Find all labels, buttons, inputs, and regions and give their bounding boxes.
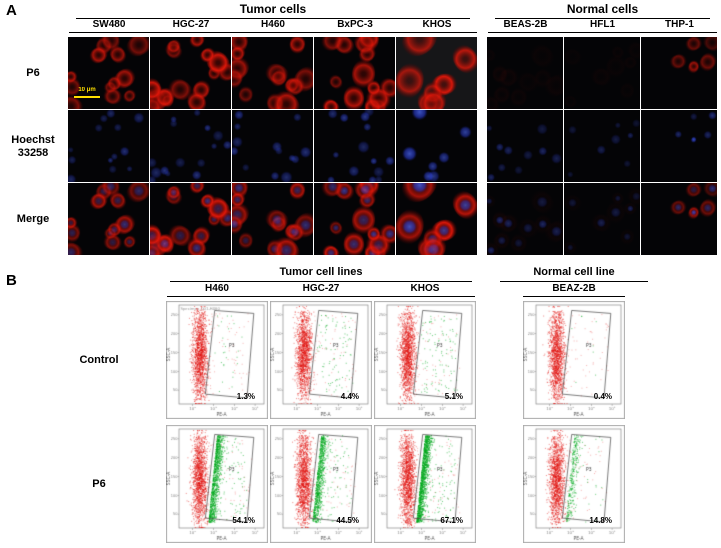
panel-a-group-title-1: Normal cells bbox=[495, 2, 710, 19]
micro-image-hoechst-beas-2b bbox=[487, 110, 563, 182]
gate-percentage: 4.4% bbox=[340, 392, 359, 401]
gate-percentage: 44.5% bbox=[336, 516, 359, 525]
micro-image-merge-thp-1 bbox=[641, 183, 717, 255]
gate-percentage: 14.8% bbox=[589, 516, 612, 525]
column-header-khos: KHOS bbox=[422, 19, 452, 30]
panel-a-label: A bbox=[6, 2, 17, 19]
flow-scatter-control-h460 bbox=[166, 301, 268, 419]
micro-image-merge-khos bbox=[396, 183, 477, 255]
micro-image-p6-beas-2b bbox=[487, 37, 563, 109]
micro-image-p6-hfl1 bbox=[564, 37, 640, 109]
panel-a-header-underline-0 bbox=[69, 32, 477, 33]
column-header-sw480: SW480 bbox=[92, 19, 126, 30]
row-label-merge: Merge bbox=[16, 213, 50, 226]
gate-percentage: 5.1% bbox=[444, 392, 463, 401]
column-header-h460: H460 bbox=[261, 19, 285, 30]
flow-column-header-hgc-27: HGC-27 bbox=[302, 283, 340, 294]
flow-column-header-h460: H460 bbox=[205, 283, 229, 294]
flow-scatter-p6-h460 bbox=[166, 425, 268, 543]
micro-image-hoechst-hgc-27 bbox=[150, 110, 231, 182]
gate-percentage: 1.3% bbox=[236, 392, 255, 401]
gate-percentage: 0.4% bbox=[593, 392, 612, 401]
column-header-hgc-27: HGC-27 bbox=[172, 19, 210, 30]
micro-image-merge-h460 bbox=[232, 183, 313, 255]
flow-tumor-underline bbox=[167, 296, 475, 297]
panel-b-label: B bbox=[6, 272, 17, 289]
column-header-beas-2b: BEAS-2B bbox=[503, 19, 548, 30]
flow-plot-p6-hgc-27: 44.5% bbox=[270, 425, 372, 543]
flow-plot-control-khos: 5.1% bbox=[374, 301, 476, 419]
flow-scatter-p6-hgc-27 bbox=[270, 425, 372, 543]
micro-image-p6-khos bbox=[396, 37, 477, 109]
panel-b-group-title-tumor: Tumor cell lines bbox=[170, 266, 472, 282]
micro-image-hoechst-hfl1 bbox=[564, 110, 640, 182]
micro-image-merge-sw480 bbox=[68, 183, 149, 255]
flow-scatter-control-hgc-27 bbox=[270, 301, 372, 419]
flow-row-label-control: Control bbox=[79, 353, 119, 366]
column-header-hfl1: HFL1 bbox=[590, 19, 615, 30]
row-label-hoechst: Hoechst 33258 bbox=[11, 133, 55, 159]
flow-scatter-p6-beaz-2b bbox=[523, 425, 625, 543]
micro-image-hoechst-bxpc-3 bbox=[314, 110, 395, 182]
flow-scatter-control-beaz-2b bbox=[523, 301, 625, 419]
flow-scatter-control-khos bbox=[374, 301, 476, 419]
gate-percentage: 54.1% bbox=[232, 516, 255, 525]
micro-image-merge-bxpc-3 bbox=[314, 183, 395, 255]
micro-image-hoechst-sw480 bbox=[68, 110, 149, 182]
panel-a-group-title-0: Tumor cells bbox=[76, 2, 470, 19]
row-label-p6: P6 bbox=[26, 67, 40, 80]
micro-image-p6-h460 bbox=[232, 37, 313, 109]
panel-b-group-title-normal: Normal cell line bbox=[500, 266, 648, 282]
flow-column-header-khos: KHOS bbox=[410, 283, 440, 294]
micro-image-p6-thp-1 bbox=[641, 37, 717, 109]
flow-scatter-p6-khos bbox=[374, 425, 476, 543]
micro-image-merge-hgc-27 bbox=[150, 183, 231, 255]
flow-column-header-beaz-2b: BEAZ-2B bbox=[552, 283, 596, 294]
column-header-bxpc-3: BxPC-3 bbox=[337, 19, 373, 30]
micro-image-p6-sw480 bbox=[68, 37, 149, 109]
micro-image-merge-hfl1 bbox=[564, 183, 640, 255]
flow-plot-control-hgc-27: 4.4% bbox=[270, 301, 372, 419]
flow-plot-p6-khos: 67.1% bbox=[374, 425, 476, 543]
panel-a-header-underline-1 bbox=[488, 32, 717, 33]
flow-plot-p6-h460: 54.1% bbox=[166, 425, 268, 543]
flow-row-label-p6: P6 bbox=[92, 477, 106, 490]
flow-normal-underline bbox=[523, 296, 625, 297]
micro-image-p6-bxpc-3 bbox=[314, 37, 395, 109]
scale-bar bbox=[74, 96, 100, 98]
micro-image-hoechst-thp-1 bbox=[641, 110, 717, 182]
column-header-thp-1: THP-1 bbox=[665, 19, 694, 30]
micro-image-p6-hgc-27 bbox=[150, 37, 231, 109]
flow-plot-control-h460: 1.3% bbox=[166, 301, 268, 419]
micro-image-hoechst-h460 bbox=[232, 110, 313, 182]
gate-percentage: 67.1% bbox=[440, 516, 463, 525]
flow-plot-control-beaz-2b: 0.4% bbox=[523, 301, 625, 419]
scale-bar-label: 10 μm bbox=[78, 87, 96, 93]
micro-image-merge-beas-2b bbox=[487, 183, 563, 255]
flow-plot-p6-beaz-2b: 14.8% bbox=[523, 425, 625, 543]
micro-image-hoechst-khos bbox=[396, 110, 477, 182]
